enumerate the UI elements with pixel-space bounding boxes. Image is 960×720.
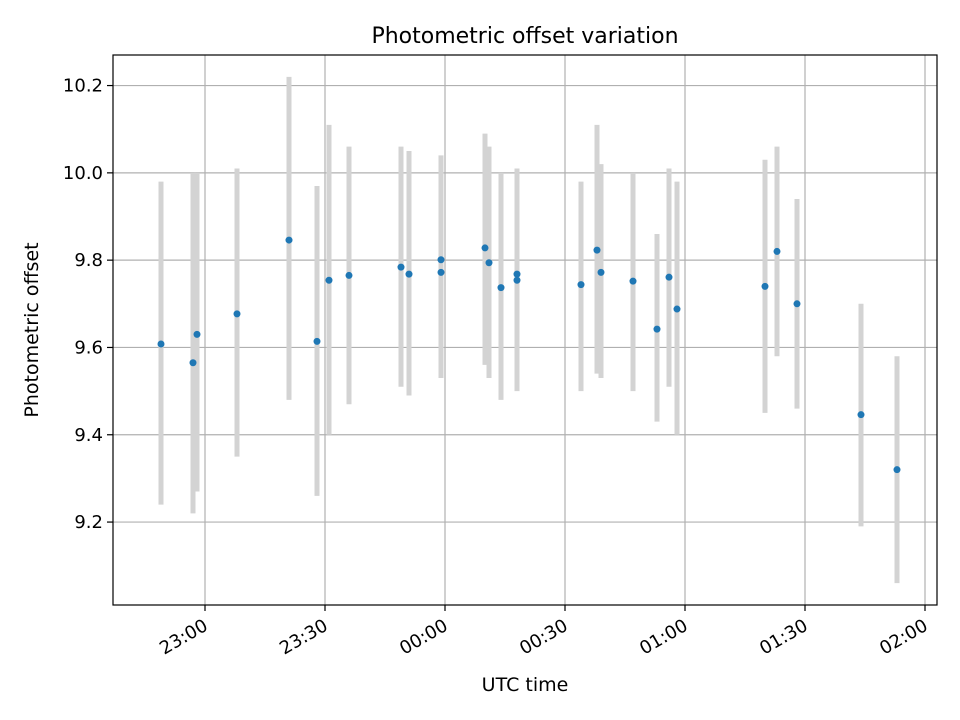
data-point: [793, 300, 801, 308]
data-point: [893, 466, 901, 474]
chart-title: Photometric offset variation: [371, 24, 678, 49]
data-point: [437, 268, 445, 276]
data-point: [485, 259, 493, 267]
y-axis-title: Photometric offset: [21, 242, 43, 417]
data-points: [157, 236, 901, 474]
data-point: [577, 281, 585, 289]
data-point: [665, 273, 673, 281]
data-point: [437, 256, 445, 264]
y-tick-label: 9.2: [74, 512, 103, 533]
y-tick-label: 10.0: [63, 163, 103, 184]
data-point: [673, 305, 681, 313]
y-tick-label: 9.6: [74, 337, 103, 358]
data-point: [593, 246, 601, 254]
data-point: [513, 270, 521, 278]
data-point: [193, 330, 201, 338]
data-point: [761, 282, 769, 290]
y-axis: 9.2 9.4 9.6 9.8 10.0 10.2: [63, 76, 113, 533]
x-axis-title: UTC time: [482, 674, 569, 696]
grid: [113, 55, 937, 605]
data-point: [189, 359, 197, 367]
data-point: [629, 277, 637, 285]
plot-frame: [112, 54, 938, 606]
data-point: [345, 271, 353, 279]
data-point: [513, 276, 521, 284]
y-tick-label: 9.8: [74, 250, 103, 271]
data-point: [497, 284, 505, 292]
data-point: [397, 263, 405, 271]
data-point: [325, 276, 333, 284]
y-tick-label: 10.2: [63, 76, 103, 97]
data-point: [597, 268, 605, 276]
data-point: [857, 411, 865, 419]
data-point: [653, 325, 661, 333]
data-point: [405, 270, 413, 278]
data-point: [773, 247, 781, 255]
y-tick-label: 9.4: [74, 425, 103, 446]
data-point: [285, 236, 293, 244]
data-point: [313, 337, 321, 345]
data-point: [481, 244, 489, 252]
data-point: [157, 340, 165, 348]
data-point: [233, 310, 241, 318]
